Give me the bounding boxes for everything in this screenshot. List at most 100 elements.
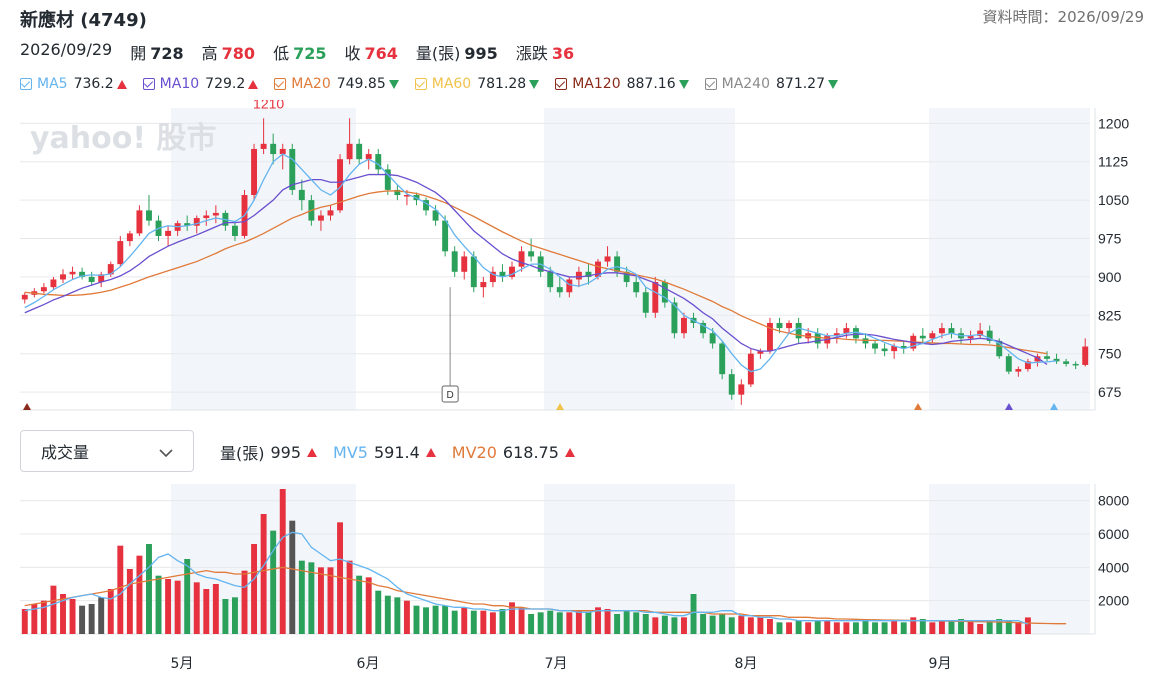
volume-bar — [996, 619, 1003, 634]
candle-body — [21, 294, 28, 300]
price-tick-label: 900 — [1098, 269, 1122, 285]
quote-label: 低 — [273, 44, 290, 63]
candle-body — [977, 330, 984, 336]
month-label: 5月 — [171, 656, 194, 672]
volume-bar — [614, 614, 621, 634]
volume-bar — [738, 615, 745, 634]
volume-bar — [212, 584, 219, 634]
ma-toggle-ma60[interactable]: MA60 781.28 — [414, 76, 540, 92]
checkbox-icon[interactable] — [20, 78, 32, 90]
volume-bar — [384, 595, 391, 634]
volume-bar — [814, 620, 821, 634]
candle-body — [346, 143, 353, 160]
candle-body — [394, 189, 401, 196]
candle-body — [136, 210, 143, 234]
ma-value: 887.16 — [626, 76, 676, 92]
candle-body — [98, 274, 105, 283]
candle-body — [996, 340, 1003, 357]
ma-toggle-ma120[interactable]: MA120 887.16 — [555, 76, 689, 92]
quote-label: 開 — [130, 44, 147, 63]
volume-bar — [537, 612, 544, 634]
volume-bar — [642, 614, 649, 634]
candle-body — [1063, 361, 1070, 364]
candle-body — [117, 241, 124, 265]
candle-body — [585, 271, 592, 277]
ma-legend: MA5 736.2 MA10 729.2 MA20 749.85 MA60 781.28 MA1… — [20, 76, 854, 92]
indicator-select[interactable]: 成交量 — [20, 430, 194, 472]
candle-body — [852, 328, 859, 339]
cross-marker-icon — [23, 403, 31, 410]
volume-bar — [203, 589, 210, 634]
arrow-down-icon — [678, 79, 689, 89]
volume-bar — [709, 615, 716, 634]
ma-toggle-ma5[interactable]: MA5 736.2 — [20, 76, 127, 92]
candle-body — [872, 343, 879, 349]
volume-bar — [900, 622, 907, 634]
volume-legend-value: 618.75 — [502, 442, 559, 462]
volume-bar — [337, 522, 344, 634]
quote-label: 2026/09/29 — [20, 40, 113, 59]
candle-body — [757, 351, 764, 354]
candle-body — [451, 251, 458, 272]
volume-bar — [595, 607, 601, 634]
volume-bar — [356, 575, 363, 634]
volume-bar — [231, 597, 238, 634]
candle-body — [251, 148, 258, 196]
candle-body — [60, 274, 66, 280]
volume-bar — [327, 567, 334, 634]
volume-bar — [69, 599, 76, 634]
quote-value: 995 — [464, 44, 498, 63]
volume-bar — [862, 619, 869, 634]
quote-item: 量(張) 995 — [416, 40, 498, 64]
quote-value: 764 — [364, 44, 398, 63]
month-label: 6月 — [357, 656, 380, 672]
ma-toggle-ma240[interactable]: MA240 871.27 — [704, 76, 838, 92]
volume-bar — [270, 530, 277, 634]
candle-body — [766, 322, 773, 352]
ma-name: MA120 — [572, 76, 621, 92]
candle-body — [652, 282, 659, 313]
quote-label: 收 — [344, 44, 361, 63]
volume-bar — [948, 620, 955, 634]
watermark: yahoo! 股市 — [30, 121, 217, 156]
volume-bar — [317, 567, 324, 634]
ma-toggle-ma20[interactable]: MA20 749.85 — [274, 76, 399, 92]
candle-body — [403, 195, 410, 197]
candle-body — [279, 148, 286, 155]
price-tick-label: 825 — [1098, 307, 1122, 323]
quote-item: 開 728 — [130, 40, 183, 64]
candle-body — [900, 346, 907, 349]
volume-bar — [279, 489, 286, 634]
volume-legend-name: MV20 — [451, 442, 497, 462]
volume-bar — [652, 617, 659, 634]
candle-body — [337, 159, 344, 211]
candle-body — [786, 322, 793, 329]
candle-body — [432, 210, 439, 221]
candle-body — [88, 276, 95, 283]
volume-bar — [786, 622, 793, 634]
volume-bar — [661, 615, 668, 634]
quote-value: 728 — [150, 44, 184, 63]
candle-body — [107, 264, 114, 275]
quote-item: 高 780 — [202, 40, 255, 64]
volume-bar — [146, 544, 152, 634]
volume-bar — [88, 604, 95, 634]
volume-bar — [891, 620, 898, 634]
volume-bar — [461, 607, 468, 634]
candle-body — [575, 271, 582, 280]
arrow-up-icon — [248, 79, 259, 89]
checkbox-icon[interactable] — [414, 78, 427, 90]
volume-bar — [117, 545, 124, 634]
volume-bar — [509, 602, 515, 634]
checkbox-icon[interactable] — [555, 78, 568, 90]
volume-bar — [308, 562, 315, 634]
checkbox-icon[interactable] — [704, 78, 717, 90]
candle-body — [1005, 356, 1012, 372]
ma-toggle-ma10[interactable]: MA10 729.2 — [142, 76, 259, 92]
volume-chart: 8000 6000 4000 2000 5月 6月 7月 8月 9月 — [20, 484, 1129, 672]
volume-bar — [843, 622, 850, 634]
volume-bar — [60, 594, 66, 634]
volume-bar — [967, 620, 974, 634]
checkbox-icon[interactable] — [274, 78, 287, 90]
checkbox-icon[interactable] — [142, 78, 155, 90]
